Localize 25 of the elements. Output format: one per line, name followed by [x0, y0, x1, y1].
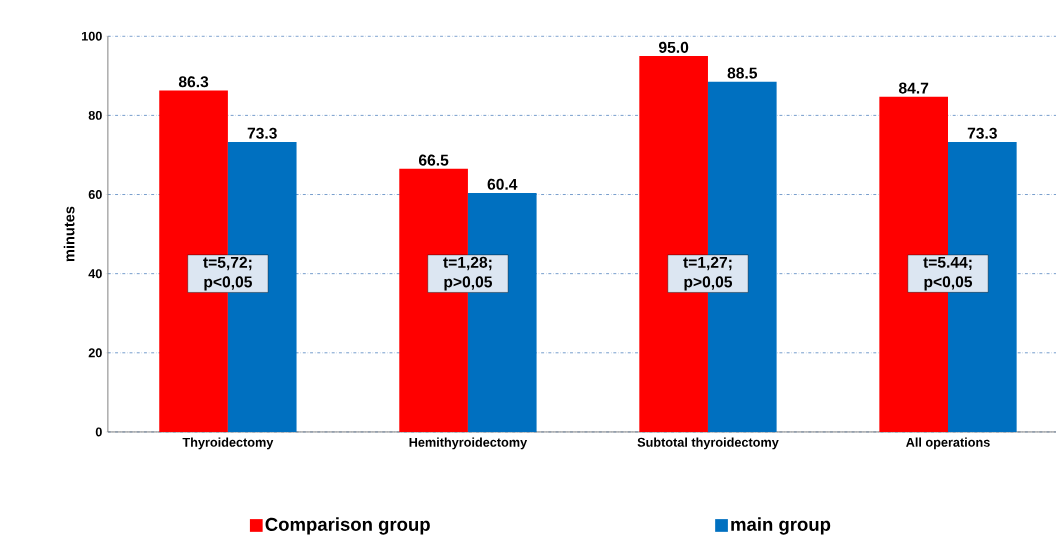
- y-tick-label: 20: [88, 348, 102, 358]
- data-label: 95.0: [658, 41, 689, 54]
- y-tick-label: 60: [88, 190, 102, 200]
- x-tick-label: All operations: [906, 437, 990, 450]
- y-tick-label: 0: [95, 427, 102, 437]
- annotation: t=1,27; p>0,05: [683, 256, 733, 291]
- data-label: 73.3: [247, 127, 277, 139]
- x-tick-label: Thyroidectomy: [182, 437, 274, 450]
- y-tick-label: 100: [81, 31, 102, 41]
- y-axis-title: minutes: [63, 206, 75, 262]
- annotation: t=5.44; p<0,05: [923, 257, 973, 291]
- data-label: 88.5: [727, 67, 758, 79]
- data-label: 73.3: [967, 127, 997, 139]
- annotation: t=5,72; p<0,05: [203, 256, 252, 291]
- x-tick-label: Hemithyroidectomy: [409, 437, 528, 450]
- y-tick-label: 40: [88, 269, 102, 279]
- data-label: 84.7: [898, 82, 929, 94]
- data-label: 60.4: [487, 178, 518, 190]
- y-tick-label: 80: [88, 111, 102, 121]
- data-label: 66.5: [418, 154, 449, 166]
- legend-label: main group: [731, 517, 831, 535]
- x-tick-label: Subtotal thyroidectomy: [637, 437, 779, 450]
- legend-label: Comparison group: [265, 517, 430, 535]
- data-label: 86.3: [178, 76, 209, 88]
- annotation: t=1,28; p>0,05: [443, 256, 493, 291]
